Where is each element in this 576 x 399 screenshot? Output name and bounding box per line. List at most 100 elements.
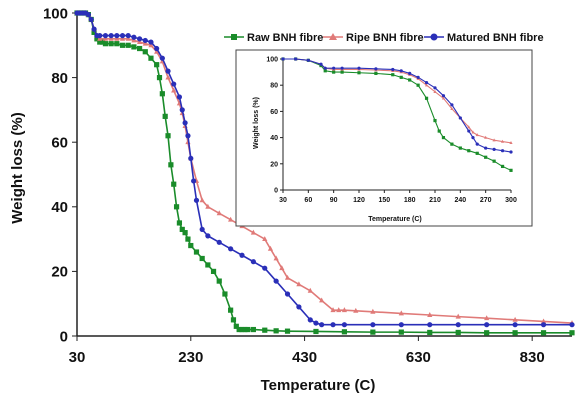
data-point-ripe bbox=[136, 39, 143, 45]
data-point-raw bbox=[512, 330, 518, 336]
data-point-raw bbox=[125, 42, 131, 48]
inset-data-point-ripe bbox=[433, 89, 437, 93]
data-point-ripe bbox=[114, 35, 120, 41]
data-point-matured bbox=[199, 226, 205, 233]
data-point-ripe bbox=[307, 287, 313, 293]
inset-frame bbox=[235, 49, 533, 227]
data-point-ripe bbox=[427, 312, 433, 317]
inset-data-point-raw bbox=[374, 71, 378, 76]
data-point-matured bbox=[193, 197, 200, 203]
x-tick-label: 830 bbox=[520, 349, 545, 366]
inset-x-tick-label: 30 bbox=[279, 197, 287, 204]
data-point-raw bbox=[193, 249, 200, 255]
data-point-matured bbox=[119, 33, 126, 39]
y-tick-label: 0 bbox=[60, 328, 68, 345]
data-point-raw bbox=[250, 326, 256, 333]
data-point-matured bbox=[540, 322, 547, 328]
data-point-matured bbox=[142, 37, 148, 44]
inset-data-point-matured bbox=[332, 66, 336, 70]
data-point-matured bbox=[296, 304, 302, 310]
data-point-raw bbox=[484, 330, 490, 336]
data-point-raw bbox=[156, 75, 163, 81]
data-point-matured bbox=[216, 239, 222, 245]
inset-data-point-matured bbox=[509, 150, 513, 154]
data-point-matured bbox=[455, 322, 461, 328]
inset-data-point-matured bbox=[441, 94, 446, 98]
inset-y-tick-label: 20 bbox=[270, 161, 278, 168]
data-point-raw bbox=[168, 162, 174, 168]
data-point-matured bbox=[330, 322, 336, 328]
data-point-ripe bbox=[97, 35, 103, 41]
inset-data-point-matured bbox=[319, 62, 323, 66]
legend-marker-ripe bbox=[329, 33, 337, 40]
inset-x-tick-label: 60 bbox=[304, 197, 312, 204]
data-point-raw bbox=[159, 91, 165, 97]
inset-data-point-matured bbox=[374, 67, 378, 71]
legend: Raw BNH fibre Ripe BNH fibre Matured BNH… bbox=[224, 32, 544, 44]
data-point-matured bbox=[239, 252, 245, 258]
data-point-ripe bbox=[205, 203, 211, 209]
data-point-ripe bbox=[216, 210, 222, 216]
data-point-matured bbox=[313, 320, 319, 326]
data-point-matured bbox=[262, 265, 268, 271]
data-point-ripe bbox=[108, 35, 114, 41]
data-point-raw bbox=[236, 326, 242, 333]
data-point-matured bbox=[114, 33, 120, 39]
data-point-ripe bbox=[341, 307, 348, 313]
inset-y-tick-label: 0 bbox=[274, 187, 278, 194]
data-point-ripe bbox=[273, 255, 279, 261]
data-point-raw bbox=[165, 133, 171, 139]
legend-marker-raw bbox=[231, 34, 237, 40]
inset-data-point-matured bbox=[357, 66, 361, 70]
data-point-raw bbox=[540, 330, 547, 336]
inset-data-point-raw bbox=[357, 71, 361, 75]
data-point-ripe bbox=[279, 265, 285, 271]
inset-x-tick-label: 180 bbox=[404, 197, 416, 204]
legend-label-matured: Matured BNH fibre bbox=[447, 32, 544, 44]
data-point-raw bbox=[119, 42, 126, 48]
data-point-ripe bbox=[119, 35, 126, 41]
inset-x-tick-label: 240 bbox=[454, 197, 466, 204]
data-point-raw bbox=[154, 62, 160, 68]
data-point-matured bbox=[427, 322, 433, 328]
inset-axes: 30 60 90 120 150 180 210 240 270 300 0 20 40 60 80 100 bbox=[266, 56, 517, 204]
data-point-raw bbox=[97, 39, 103, 45]
inset-data-point-ripe bbox=[467, 125, 471, 129]
inset-data-point-ripe bbox=[471, 130, 475, 134]
inset-data-point-matured bbox=[416, 75, 420, 79]
inset-data-point-ripe bbox=[475, 133, 479, 137]
data-point-ripe bbox=[171, 87, 177, 93]
data-point-matured bbox=[165, 68, 171, 74]
data-point-ripe bbox=[165, 74, 171, 80]
inset-data-point-matured bbox=[484, 146, 488, 150]
data-point-raw bbox=[136, 45, 143, 52]
data-point-raw bbox=[91, 29, 97, 35]
inset-data-point-matured bbox=[391, 67, 395, 72]
data-point-matured bbox=[148, 39, 154, 45]
inset-x-tick-label: 210 bbox=[429, 197, 441, 204]
x-axis-title: Temperature (C) bbox=[261, 377, 376, 394]
inset-data-point-raw bbox=[340, 70, 344, 74]
data-point-matured bbox=[185, 133, 191, 139]
data-point-raw bbox=[313, 328, 319, 335]
inset-data-point-matured bbox=[500, 149, 505, 153]
x-tick-label: 230 bbox=[178, 349, 203, 366]
inset-series bbox=[281, 57, 513, 172]
data-point-raw bbox=[188, 242, 194, 249]
data-point-matured bbox=[191, 178, 197, 184]
inset-data-point-matured bbox=[399, 69, 403, 73]
inset-data-point-raw bbox=[500, 164, 505, 169]
inset-data-point-matured bbox=[340, 66, 344, 70]
inset-data-point-raw bbox=[433, 118, 437, 123]
data-point-matured bbox=[341, 322, 348, 328]
inset-x-axis-title: Temperature (C) bbox=[368, 216, 422, 223]
legend-marker-matured bbox=[430, 33, 438, 41]
data-point-ripe bbox=[330, 307, 336, 313]
data-point-matured bbox=[125, 33, 131, 39]
inset-data-point-matured bbox=[306, 58, 310, 62]
data-point-matured bbox=[176, 94, 183, 100]
data-point-raw bbox=[262, 327, 268, 333]
inset-y-tick-label: 60 bbox=[270, 109, 278, 116]
inset-data-point-ripe bbox=[492, 138, 496, 142]
